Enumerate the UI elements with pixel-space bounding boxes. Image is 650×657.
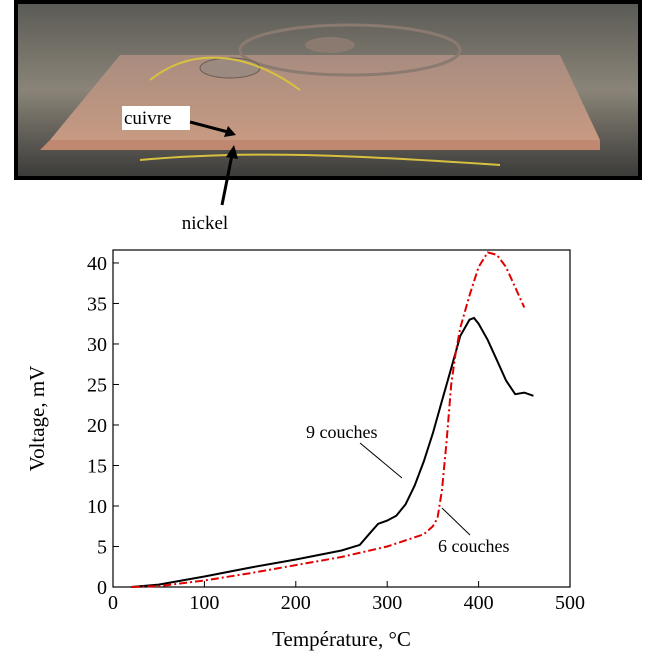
photo-label: nickel — [182, 213, 228, 234]
x-tick-label: 500 — [555, 592, 585, 614]
leader-line — [441, 507, 471, 536]
x-tick-label: 0 — [108, 592, 118, 614]
data-line — [131, 251, 526, 588]
data-line — [131, 316, 534, 588]
x-tick-label: 200 — [281, 592, 311, 614]
plot-frame — [112, 249, 571, 588]
y-tick-label: 40 — [87, 253, 107, 275]
x-axis-title: Température, °C — [272, 627, 411, 651]
series-label: 9 couches — [306, 422, 377, 442]
x-tick-label: 400 — [464, 592, 494, 614]
series-label: 6 couches — [438, 536, 509, 556]
y-tick-label: 0 — [97, 577, 107, 599]
chart: 0 100 200 300 400 500 0 5 10 15 20 25 30 35 40 Températ… — [25, 249, 585, 651]
photo-label: cuivre — [124, 108, 171, 129]
leader-line — [359, 442, 403, 479]
y-tick-label: 20 — [87, 415, 107, 437]
y-tick-label: 35 — [87, 293, 107, 315]
y-tick-label: 25 — [87, 374, 107, 396]
y-tick-label: 30 — [87, 334, 107, 356]
x-tick-label: 100 — [189, 592, 219, 614]
y-tick-label: 5 — [97, 536, 107, 558]
y-tick-label: 15 — [87, 455, 107, 477]
y-axis-title: Voltage, mV — [25, 366, 49, 472]
photo: cuivre — [14, 0, 642, 206]
y-tick-label: 10 — [87, 496, 107, 518]
x-tick-label: 300 — [372, 592, 402, 614]
